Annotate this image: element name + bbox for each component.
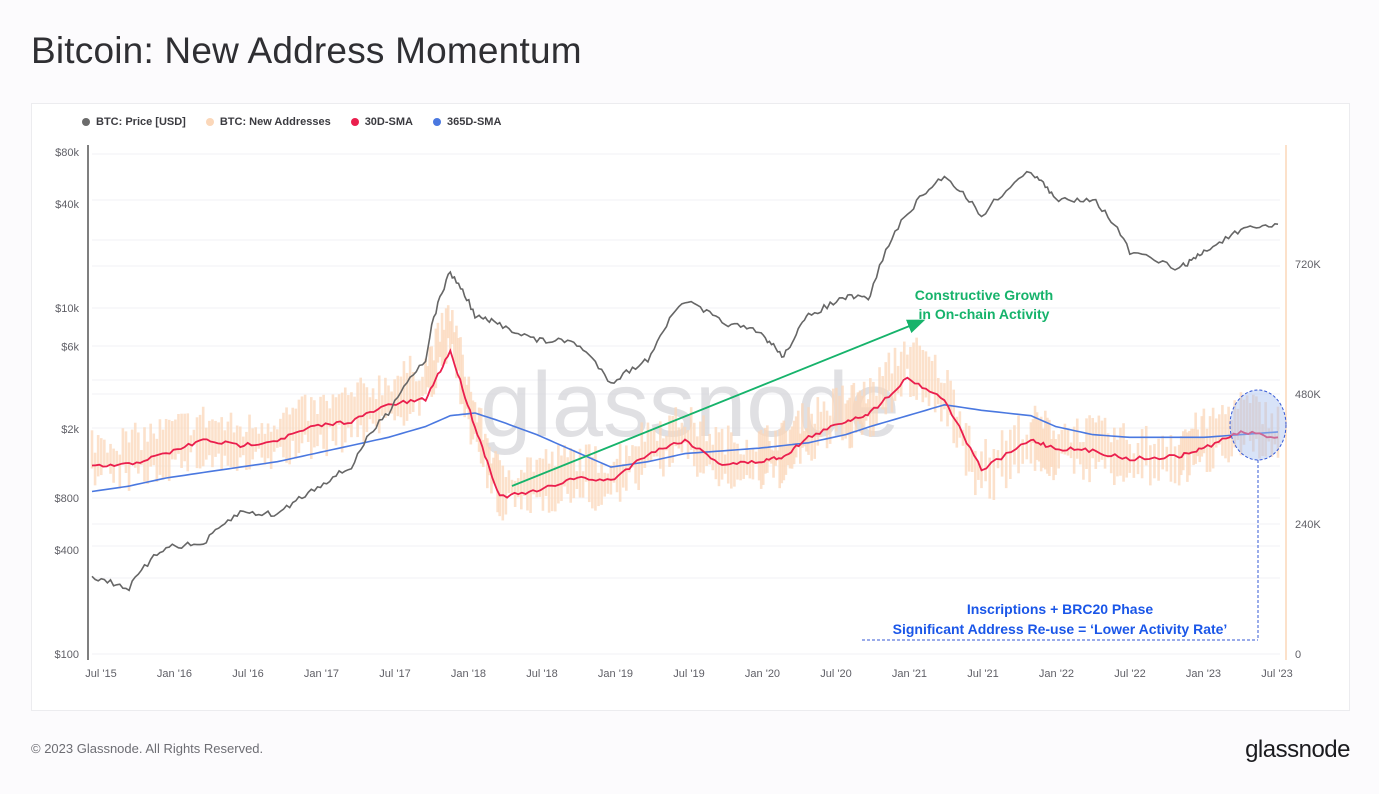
svg-text:0: 0 bbox=[1295, 649, 1301, 661]
dot-icon bbox=[205, 118, 214, 126]
growth-annotation: Constructive Growth in On-chain Activity bbox=[511, 287, 1053, 487]
growth-annotation-line2: in On-chain Activity bbox=[919, 306, 1050, 322]
legend-item-price[interactable]: BTC: Price [USD] bbox=[82, 116, 186, 128]
svg-text:$40k: $40k bbox=[55, 199, 79, 211]
legend-label: 365D-SMA bbox=[446, 116, 502, 128]
svg-text:Jan '19: Jan '19 bbox=[598, 668, 633, 680]
glassnode-logo[interactable]: glassnode bbox=[1245, 736, 1350, 763]
svg-text:Jan '23: Jan '23 bbox=[1186, 668, 1221, 680]
svg-text:Jul '21: Jul '21 bbox=[967, 668, 998, 680]
svg-text:Jul '20: Jul '20 bbox=[820, 668, 851, 680]
svg-text:Jul '19: Jul '19 bbox=[673, 668, 704, 680]
svg-text:Jul '22: Jul '22 bbox=[1114, 668, 1145, 680]
dot-icon bbox=[82, 118, 90, 126]
sma-30d-line bbox=[91, 348, 1279, 499]
legend-item-30d-sma[interactable]: 30D-SMA bbox=[350, 116, 413, 128]
y-axis-right: 720K 480K 240K 0 bbox=[1295, 259, 1321, 661]
legend-label: 30D-SMA bbox=[364, 116, 413, 128]
inscriptions-annotation-line2: Significant Address Re-use = ‘Lower Acti… bbox=[893, 621, 1228, 637]
svg-text:Jan '17: Jan '17 bbox=[304, 668, 339, 680]
svg-text:720K: 720K bbox=[1295, 259, 1321, 271]
svg-text:Jan '20: Jan '20 bbox=[745, 668, 780, 680]
growth-arrow-icon bbox=[511, 319, 926, 487]
svg-text:Jul '15: Jul '15 bbox=[85, 668, 116, 680]
svg-text:480K: 480K bbox=[1295, 389, 1321, 401]
svg-text:$80k: $80k bbox=[55, 147, 79, 159]
svg-text:Jul '23: Jul '23 bbox=[1261, 668, 1292, 680]
svg-text:Jan '18: Jan '18 bbox=[451, 668, 486, 680]
growth-annotation-line1: Constructive Growth bbox=[915, 287, 1053, 303]
inscriptions-annotation-line1: Inscriptions + BRC20 Phase bbox=[967, 601, 1154, 617]
page-title: Bitcoin: New Address Momentum bbox=[31, 30, 582, 71]
svg-text:Jan '22: Jan '22 bbox=[1039, 668, 1074, 680]
svg-text:$10k: $10k bbox=[55, 303, 79, 315]
price-line bbox=[91, 170, 1279, 592]
footer-copyright: © 2023 Glassnode. All Rights Reserved. bbox=[31, 741, 264, 756]
chart-legend: BTC: Price [USD] BTC: New Addresses 30D-… bbox=[82, 116, 501, 128]
highlight-circle bbox=[1229, 389, 1287, 461]
legend-item-new-addresses[interactable]: BTC: New Addresses bbox=[205, 116, 331, 128]
svg-text:Jul '17: Jul '17 bbox=[379, 668, 410, 680]
legend-label: BTC: Price [USD] bbox=[96, 116, 186, 128]
svg-text:Jul '16: Jul '16 bbox=[232, 668, 263, 680]
y-axis-left: $80k $40k $10k $6k $2k $800 $400 $100 bbox=[55, 147, 80, 661]
sma-365d-line bbox=[91, 403, 1279, 493]
svg-text:$800: $800 bbox=[55, 493, 79, 505]
svg-text:$400: $400 bbox=[55, 545, 79, 557]
svg-text:$100: $100 bbox=[55, 649, 79, 661]
svg-text:$2k: $2k bbox=[61, 424, 79, 436]
inscriptions-annotation: Inscriptions + BRC20 Phase Significant A… bbox=[862, 389, 1287, 641]
svg-text:$6k: $6k bbox=[61, 341, 79, 353]
legend-item-365d-sma[interactable]: 365D-SMA bbox=[432, 116, 502, 128]
chart-card: BTC: Price [USD] BTC: New Addresses 30D-… bbox=[31, 103, 1350, 711]
x-axis: Jul '15 Jan '16 Jul '16 Jan '17 Jul '17 Jan '… bbox=[85, 668, 1292, 680]
svg-text:Jan '21: Jan '21 bbox=[892, 668, 927, 680]
dot-icon bbox=[432, 118, 441, 126]
legend-label: BTC: New Addresses bbox=[219, 116, 331, 128]
new-addresses-series bbox=[90, 305, 1280, 521]
svg-text:Jul '18: Jul '18 bbox=[526, 668, 557, 680]
svg-text:Jan '16: Jan '16 bbox=[157, 668, 192, 680]
gridlines bbox=[92, 153, 1280, 655]
dot-icon bbox=[350, 118, 359, 126]
svg-text:240K: 240K bbox=[1295, 519, 1321, 531]
